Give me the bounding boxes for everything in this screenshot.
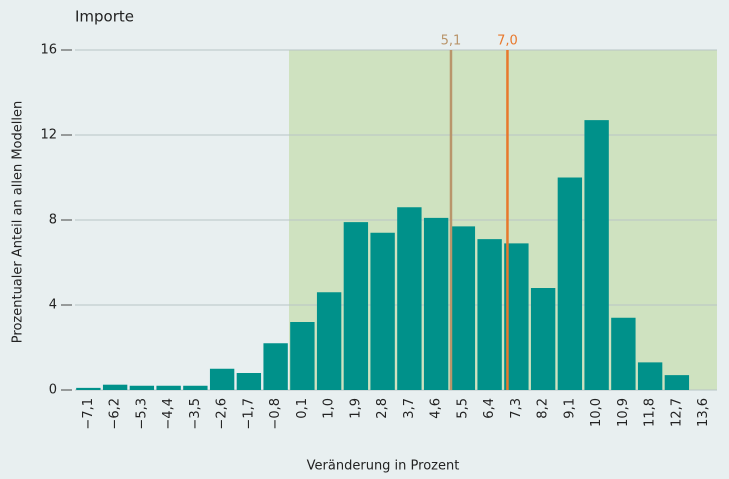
bar: [637, 362, 663, 390]
x-tick-label: 9,1: [562, 398, 577, 419]
reference-line-label: 7,0: [497, 34, 518, 49]
x-tick-label: −0,8: [268, 398, 283, 430]
bar: [343, 222, 369, 390]
x-tick-label: 8,2: [536, 398, 551, 419]
x-tick-label: −7,1: [81, 398, 96, 430]
reference-line-label: 5,1: [441, 34, 462, 49]
x-tick-label: 11,8: [643, 398, 658, 427]
bar: [129, 385, 155, 390]
y-tick-label: 0: [49, 383, 57, 398]
x-tick-label: 7,3: [509, 398, 524, 419]
bar: [423, 217, 449, 390]
x-tick-label: 2,8: [375, 398, 390, 419]
x-tick-label: 5,5: [455, 398, 470, 419]
bar: [557, 177, 583, 390]
x-tick-label: −4,4: [161, 398, 176, 430]
y-tick-label: 12: [40, 128, 57, 143]
x-tick-label: −5,3: [134, 398, 149, 430]
bar: [477, 239, 502, 390]
x-tick-label: 6,4: [482, 398, 497, 419]
bar: [156, 385, 181, 390]
bar: [611, 317, 636, 390]
chart-title: Importe: [75, 8, 134, 26]
x-tick-label: 1,9: [348, 398, 363, 419]
bar: [76, 387, 101, 390]
x-tick-label: 4,6: [429, 398, 444, 419]
bar: [290, 322, 315, 390]
x-tick-label: −2,6: [215, 398, 230, 430]
x-axis-label: Veränderung in Prozent: [307, 459, 460, 474]
x-tick-label: 13,6: [696, 398, 711, 427]
x-tick-label: 0,1: [295, 398, 310, 419]
x-tick-label: −3,5: [188, 398, 203, 430]
x-tick-label: 10,9: [616, 398, 631, 427]
bar: [263, 343, 288, 390]
x-tick-label: 3,7: [402, 398, 417, 419]
x-tick-label: −1,7: [241, 398, 256, 430]
bar: [316, 292, 342, 390]
y-tick-label: 16: [40, 43, 57, 58]
bar: [183, 385, 208, 390]
x-tick-label: 1,0: [322, 398, 337, 419]
bar: [102, 384, 128, 390]
y-tick-label: 8: [49, 213, 57, 228]
x-tick-label: −6,2: [108, 398, 123, 430]
bar: [664, 375, 690, 390]
y-tick-label: 4: [49, 298, 57, 313]
bar: [209, 368, 235, 390]
x-tick-label: 12,7: [669, 398, 684, 427]
y-axis-label: Prozentualer Anteil an allen Modellen: [11, 101, 26, 343]
plot-area: [75, 49, 717, 391]
bar: [450, 226, 476, 390]
x-tick-label: 10,0: [589, 398, 604, 427]
bar: [530, 288, 556, 390]
bar: [584, 120, 609, 390]
bar: [370, 232, 395, 390]
bar: [397, 207, 422, 390]
bar: [236, 373, 262, 390]
